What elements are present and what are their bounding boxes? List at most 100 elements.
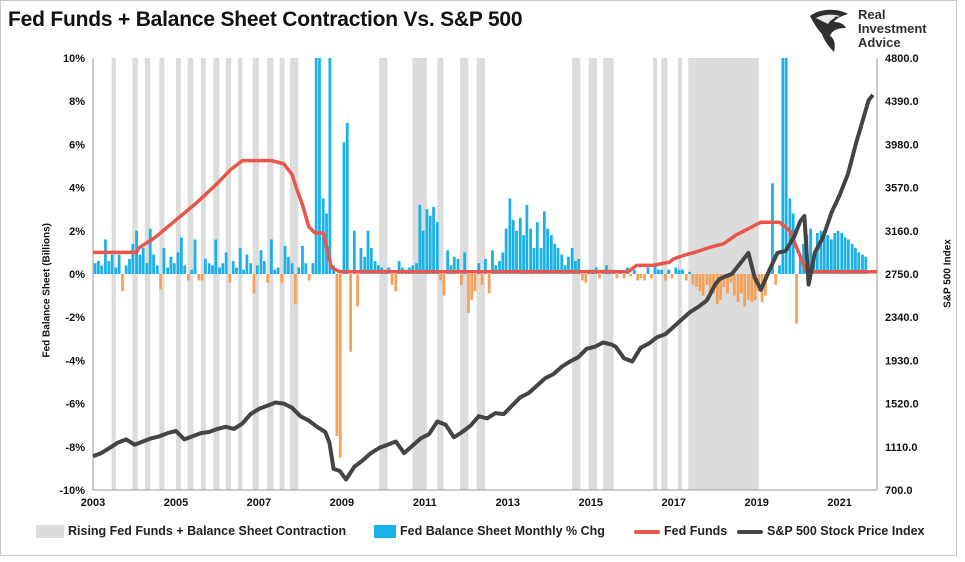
balance-sheet-bar [273,269,277,274]
balance-sheet-bar [535,222,539,274]
legend-swatch-contraction [36,525,64,539]
balance-sheet-bar [667,269,671,274]
balance-sheet-bar [97,261,100,274]
balance-sheet-bar [369,248,373,274]
contraction-band [111,58,116,490]
balance-sheet-bar [338,274,342,458]
balance-sheet-bar [473,274,477,292]
contraction-band [225,58,232,490]
balance-sheet-bar [743,274,747,307]
balance-sheet-bar [269,239,273,274]
balance-sheet-bar [802,243,805,274]
legend-label-fed-funds: Fed Funds [664,524,728,538]
balance-sheet-bar [643,274,647,281]
balance-sheet-bar [93,263,97,274]
balance-sheet-bar [829,239,833,274]
legend-sp500: S&P 500 Stock Price Index [737,524,925,542]
balance-sheet-bar [252,274,256,294]
left-axis-label: Fed Balance Sheet (Billions) [41,223,53,358]
balance-sheet-bar [581,274,584,281]
chart-plot: 10% 8% 6% 4% 2% 0% -2% -4% -6% -8% -10% 4800.0 4390.… [59,53,919,509]
balance-sheet-bar [231,261,235,274]
balance-sheet-bar [342,142,346,274]
balance-sheet-bar [394,274,398,292]
balance-sheet-bar [193,239,197,274]
right-axis-label: S&P 500 Index [942,239,954,308]
balance-sheet-bar [439,274,442,281]
balance-sheet-bar [539,248,543,274]
balance-sheet-bar [197,274,201,281]
balance-sheet-bar [259,250,263,274]
balance-sheet-bar [114,267,118,274]
legend-swatch-fed-funds [634,529,660,534]
balance-sheet-bar [508,198,512,274]
balance-sheet-bar [432,207,435,274]
left-tick-label: -4% [65,355,85,367]
left-tick-label: -10% [59,485,85,497]
legend-label-sp500: S&P 500 Stock Price Index [767,524,925,538]
balance-sheet-bar [266,274,270,283]
balance-sheet-bar [653,265,657,274]
balance-sheet-bar [501,252,505,274]
balance-sheet-bar [304,263,308,274]
balance-sheet-bar [636,274,640,281]
balance-sheet-bar [183,265,187,274]
chart-title: Fed Funds + Balance Sheet Contraction Vs… [8,8,523,31]
balance-sheet-bar [363,256,367,274]
balance-sheet-bar [753,274,757,300]
balance-sheet-bar [622,274,626,279]
balance-sheet-bar [515,230,518,274]
right-tick-label: 3160.0 [885,226,919,238]
balance-sheet-bar [141,248,145,274]
balance-sheet-bar [736,274,740,303]
balance-sheet-bar [280,274,284,283]
balance-sheet-bar [798,254,802,274]
left-tick-label: 2% [69,226,85,238]
balance-sheet-bar [452,256,456,274]
legend-fed-funds: Fed Funds [634,524,727,542]
balance-sheet-bar [632,269,636,274]
balance-sheet-bar [774,274,778,285]
balance-sheet-bar [235,267,238,274]
right-tick-label: 1110.0 [885,442,917,454]
balance-sheet-bar [397,261,401,274]
balance-sheet-bar [833,232,837,274]
balance-sheet-bar [297,267,301,274]
left-tick-label: 0% [69,269,85,281]
balance-sheet-bar [504,228,508,274]
balance-sheet-bar [688,271,691,274]
balance-sheet-bar [819,230,823,274]
balance-sheet-bar [456,258,460,274]
x-tick-label: 2021 [827,497,851,509]
balance-sheet-bar [577,258,581,274]
balance-sheet-bar [100,265,104,274]
balance-sheet-bar [598,274,601,279]
balance-sheet-bar [349,274,352,352]
balance-sheet-bar [190,269,194,274]
balance-sheet-bar [418,204,422,274]
balance-sheet-bar [242,269,245,274]
balance-sheet-bar [207,263,211,274]
balance-sheet-bar [138,254,142,274]
balance-sheet-bar [446,250,450,274]
balance-sheet-bar [294,274,297,305]
balance-sheet-bar [750,274,754,303]
balance-sheet-bar [722,274,726,287]
balance-sheet-bar [169,256,173,274]
balance-sheet-bar [491,250,494,274]
balance-sheet-bar [166,267,170,274]
balance-sheet-bar [428,215,432,274]
right-tick-label: 1930.0 [885,355,919,367]
balance-sheet-bar [649,274,653,279]
balance-sheet-bar [574,261,577,274]
balance-sheet-bar [546,228,550,274]
balance-sheet-bar [204,258,207,274]
balance-sheet-bar [715,274,719,305]
balance-sheet-bar [373,261,377,274]
balance-sheet-bar [117,254,121,274]
balance-sheet-bar [411,265,415,274]
balance-sheet-bar [286,256,290,274]
balance-sheet-bar [660,269,664,274]
balance-sheet-bar [639,274,643,279]
balance-sheet-bar [390,274,394,285]
